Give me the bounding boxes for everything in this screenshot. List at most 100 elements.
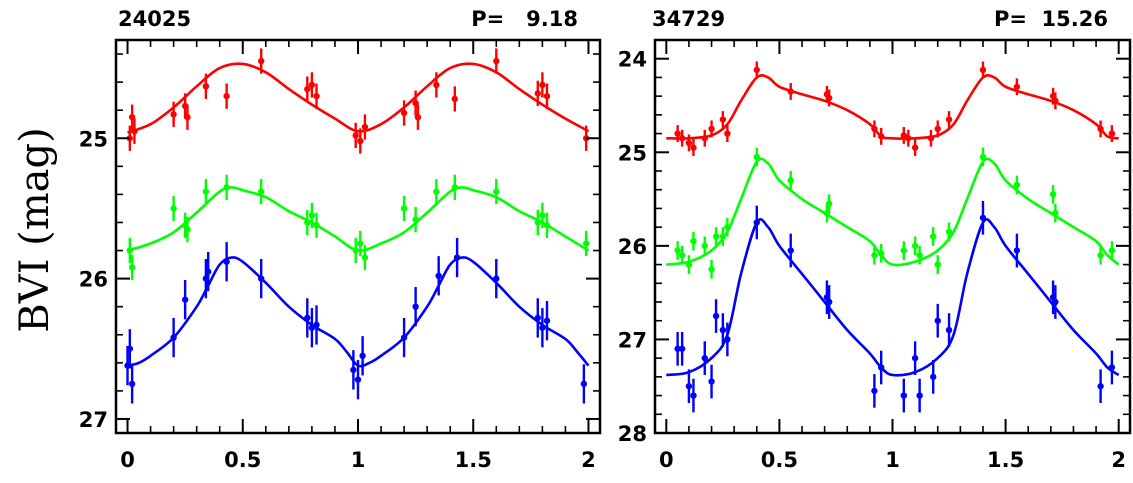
data-point [543, 92, 551, 100]
data-point [1108, 247, 1116, 254]
data-point [877, 364, 885, 371]
data-point [258, 275, 265, 282]
data-point [871, 125, 878, 133]
data-point [719, 116, 727, 123]
data-point [911, 354, 919, 362]
x-tick-label: 0.5 [224, 448, 261, 472]
y-tick-label: 26 [79, 268, 108, 292]
data-point [674, 247, 681, 254]
data-point [361, 254, 369, 261]
data-point [911, 242, 919, 250]
data-point [1052, 209, 1059, 217]
axis-ticks: 0 0.5 1 1.5 2 24 25 26 27 28 [618, 39, 1130, 472]
data-point [308, 324, 316, 331]
x-tick-label: 1.5 [455, 448, 492, 472]
data-point [674, 130, 681, 137]
x-tick-label: 2 [1111, 448, 1126, 472]
data-point [126, 247, 134, 254]
data-point [787, 177, 794, 184]
data-point [753, 219, 760, 226]
data-point [412, 303, 419, 310]
data-point [400, 109, 408, 117]
data-point [128, 380, 136, 388]
data-point [539, 81, 546, 89]
data-point [543, 317, 551, 324]
data-point [690, 237, 697, 245]
data-point [678, 252, 686, 259]
data-point [787, 88, 794, 95]
data-point [202, 188, 210, 195]
data-point [359, 352, 366, 360]
data-point [534, 90, 541, 97]
data-point [451, 184, 458, 191]
data-point [414, 113, 422, 121]
data-point [1049, 191, 1057, 198]
data-point [945, 116, 953, 123]
data-point [582, 240, 590, 247]
data-point [701, 242, 708, 250]
fit-curve [666, 218, 1120, 377]
data-point [313, 92, 320, 100]
data-point [701, 135, 708, 142]
y-tick-label: 25 [618, 141, 647, 165]
fit-curve [127, 256, 590, 368]
data-point [223, 92, 230, 100]
data-point [493, 57, 500, 65]
data-point [701, 354, 708, 362]
data-point [1108, 364, 1116, 371]
data-point [352, 247, 359, 254]
y-tick-label: 24 [618, 48, 647, 72]
data-point [678, 135, 686, 142]
data-point [1108, 130, 1116, 137]
panel-34729: 34729 P= 15.26 0 0.5 1 1.5 2 24 25 26 27 28 [618, 7, 1132, 472]
data-point [184, 113, 191, 121]
data-point [787, 247, 794, 254]
x-tick-label: 2 [581, 448, 596, 472]
x-tick-label: 1.5 [987, 448, 1024, 472]
data-point [753, 153, 760, 161]
x-tick-label: 0.5 [761, 448, 798, 472]
data-point [1052, 97, 1059, 105]
data-point [539, 324, 546, 331]
data-point [170, 334, 177, 341]
data-point [690, 392, 697, 399]
data-point [170, 205, 177, 212]
data-point [258, 188, 265, 195]
data-point [451, 95, 458, 103]
series-0 [666, 61, 1119, 157]
data-point [1097, 252, 1104, 259]
fit-curve [666, 157, 1120, 267]
x-tick-label: 0 [120, 448, 135, 472]
y-axis-label: BVI (mag) [12, 127, 58, 332]
data-point [979, 214, 987, 221]
data-point [308, 212, 316, 219]
data-point [678, 345, 686, 352]
series-1 [666, 147, 1120, 279]
data-point [719, 326, 727, 334]
data-point [916, 252, 923, 259]
data-point [313, 321, 320, 329]
data-point [1013, 247, 1021, 254]
data-point [543, 222, 551, 229]
data-point [539, 212, 546, 219]
data-point [724, 223, 731, 231]
data-point [708, 266, 715, 273]
y-tick-label: 25 [79, 127, 108, 151]
data-point [493, 275, 500, 282]
data-point [223, 258, 230, 265]
data-point [825, 94, 833, 102]
x-tick-label: 1 [351, 448, 366, 472]
shared-y-axis-label: BVI (mag) [12, 127, 58, 332]
data-point [871, 387, 878, 395]
data-point [690, 144, 697, 151]
data-point [724, 130, 731, 137]
data-point [493, 188, 500, 195]
data-point [979, 66, 987, 74]
data-point [534, 314, 541, 322]
data-point [871, 252, 878, 259]
series-1 [126, 174, 590, 281]
fit-curve [127, 186, 590, 252]
data-point [204, 268, 212, 275]
data-point [304, 314, 311, 322]
